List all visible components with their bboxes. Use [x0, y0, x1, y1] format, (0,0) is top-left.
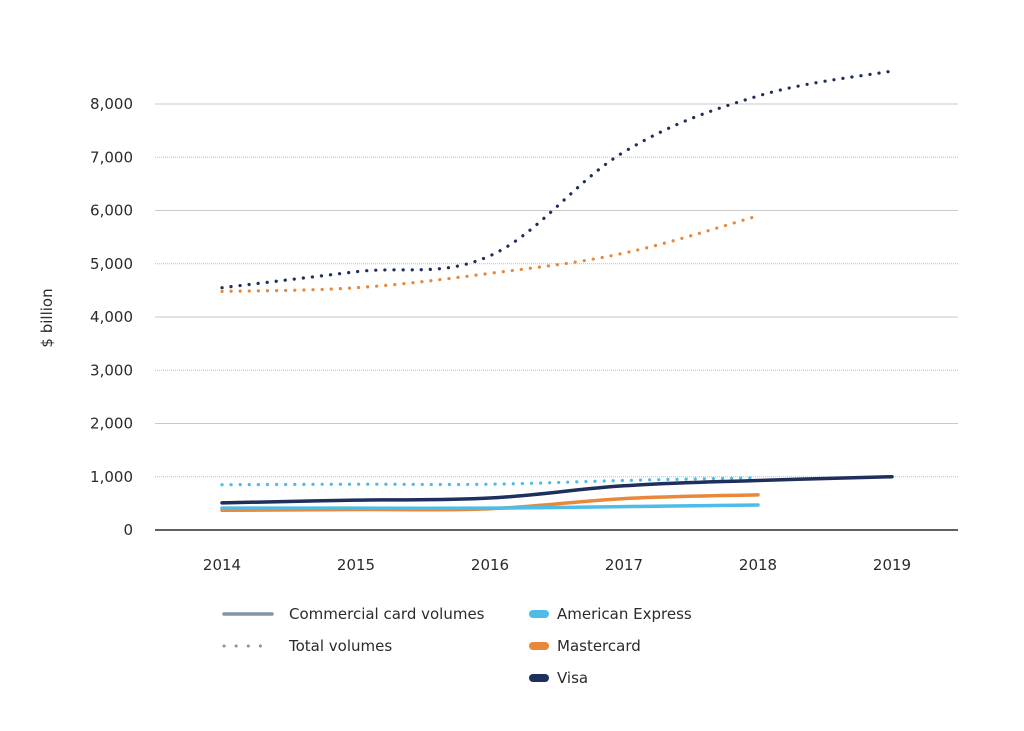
legend-label: American Express: [557, 605, 692, 623]
y-tick-label: 8,000: [90, 95, 133, 113]
y-tick-label: 4,000: [90, 308, 133, 326]
y-axis-title: $ billion: [38, 288, 56, 347]
series: [220, 69, 894, 513]
gridlines: [155, 103, 958, 478]
y-tick-label: 7,000: [90, 148, 133, 166]
visa-total-volumes-line: [220, 69, 894, 290]
y-tick-label: 6,000: [90, 202, 133, 220]
x-tick-label: 2014: [203, 556, 241, 574]
legend-label: Mastercard: [557, 637, 641, 655]
mastercard-total-volumes-line: [220, 214, 760, 294]
american-express-commercial-card-volumes-line: [220, 503, 760, 511]
y-tick-label: 3,000: [90, 361, 133, 379]
y-tick-label: 0: [123, 521, 133, 539]
x-tick-label: 2017: [605, 556, 643, 574]
x-tick-label: 2015: [337, 556, 375, 574]
legend: Commercial card volumes Total volumes Amer…: [222, 605, 692, 687]
legend-label: Commercial card volumes: [289, 605, 485, 623]
axes: 0 1,000 2,000 3,000 4,000 5,000 6,000 7,000 8,00…: [90, 95, 958, 574]
x-tick-label: 2019: [873, 556, 911, 574]
legend-label: Total volumes: [288, 637, 392, 655]
y-tick-label: 2,000: [90, 415, 133, 433]
y-tick-label: 1,000: [90, 468, 133, 486]
visa-commercial-card-volumes-line: [220, 475, 894, 505]
y-tick-label: 5,000: [90, 255, 133, 273]
legend-label: Visa: [557, 669, 588, 687]
x-tick-label: 2018: [739, 556, 777, 574]
x-tick-label: 2016: [471, 556, 509, 574]
